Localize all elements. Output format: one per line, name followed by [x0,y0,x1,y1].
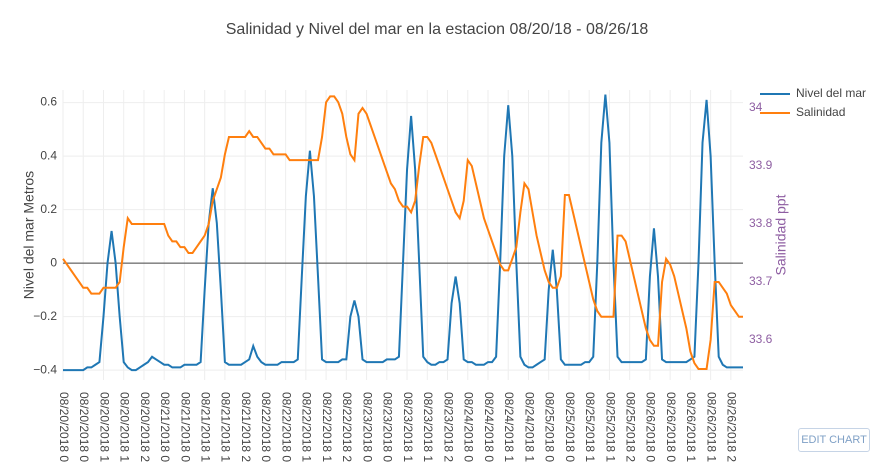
legend-label: Nivel del mar [796,86,866,100]
x-tick-label: 08/22/2018 0 [259,392,273,462]
x-tick-label: 08/23/2018 1 [401,392,415,462]
y-axis-title: Nivel del mar Metros [21,171,37,299]
x-tick-label: 08/25/2018 0 [563,392,577,462]
x-tick-label: 08/21/2018 2 [239,392,253,462]
x-tick-label: 08/23/2018 1 [421,392,435,462]
y2-axis-title: Salinidad ppt [773,194,789,275]
y-tick-label: −0.2 [33,309,57,323]
x-tick-label: 08/21/2018 1 [219,392,233,462]
x-tick-label: 08/23/2018 0 [360,392,374,462]
x-tick-label: 08/24/2018 0 [482,392,496,462]
y2-tick-label: 33.6 [749,332,773,346]
legend-label: Salinidad [796,105,845,119]
x-tick-label: 08/22/2018 1 [320,392,334,462]
y2-tick-label: 33.8 [749,216,773,230]
x-tick-label: 08/26/2018 0 [664,392,678,462]
y-tick-label: 0.2 [40,202,57,216]
x-tick-label: 08/20/2018 1 [118,392,132,462]
x-tick-label: 08/26/2018 2 [725,392,739,462]
x-tick-label: 08/23/2018 2 [441,392,455,462]
y-tick-label: 0.6 [40,95,57,109]
x-tick-label: 08/20/2018 0 [77,392,91,462]
y2-tick-label: 33.7 [749,274,773,288]
x-tick-label: 08/25/2018 2 [623,392,637,462]
y-tick-label: 0 [50,255,57,269]
chart-title: Salinidad y Nivel del mar en la estacion… [226,21,649,38]
x-tick-label: 08/26/2018 1 [684,392,698,462]
x-tick-label: 08/21/2018 1 [198,392,212,462]
y-tick-label: 0.4 [40,148,57,162]
x-tick-label: 08/20/2018 2 [138,392,152,462]
x-tick-label: 08/20/2018 1 [97,392,111,462]
series-line [63,94,743,372]
x-tick-label: 08/22/2018 0 [279,392,293,462]
y2-tick-label: 33.9 [749,158,773,172]
x-tick-label: 08/26/2018 0 [644,392,658,462]
x-tick-label: 08/24/2018 1 [502,392,516,462]
series-line [62,95,743,370]
x-tick-label: 08/22/2018 2 [340,392,354,462]
x-tick-label: 08/25/2018 0 [543,392,557,462]
x-tick-label: 08/20/2018 0 [57,392,71,462]
x-tick-label: 08/21/2018 0 [178,392,192,462]
y2-tick-label: 34 [749,100,763,114]
x-tick-label: 08/23/2018 0 [381,392,395,462]
x-tick-label: 08/22/2018 1 [300,392,314,462]
x-tick-label: 08/24/2018 1 [522,392,536,462]
x-tick-label: 08/24/2018 0 [462,392,476,462]
edit-chart-button[interactable]: EDIT CHART [798,428,870,452]
x-tick-label: 08/25/2018 1 [603,392,617,462]
x-tick-label: 08/26/2018 1 [704,392,718,462]
x-tick-label: 08/21/2018 0 [158,392,172,462]
x-tick-label: 08/25/2018 1 [583,392,597,462]
y-tick-label: −0.4 [33,362,57,376]
